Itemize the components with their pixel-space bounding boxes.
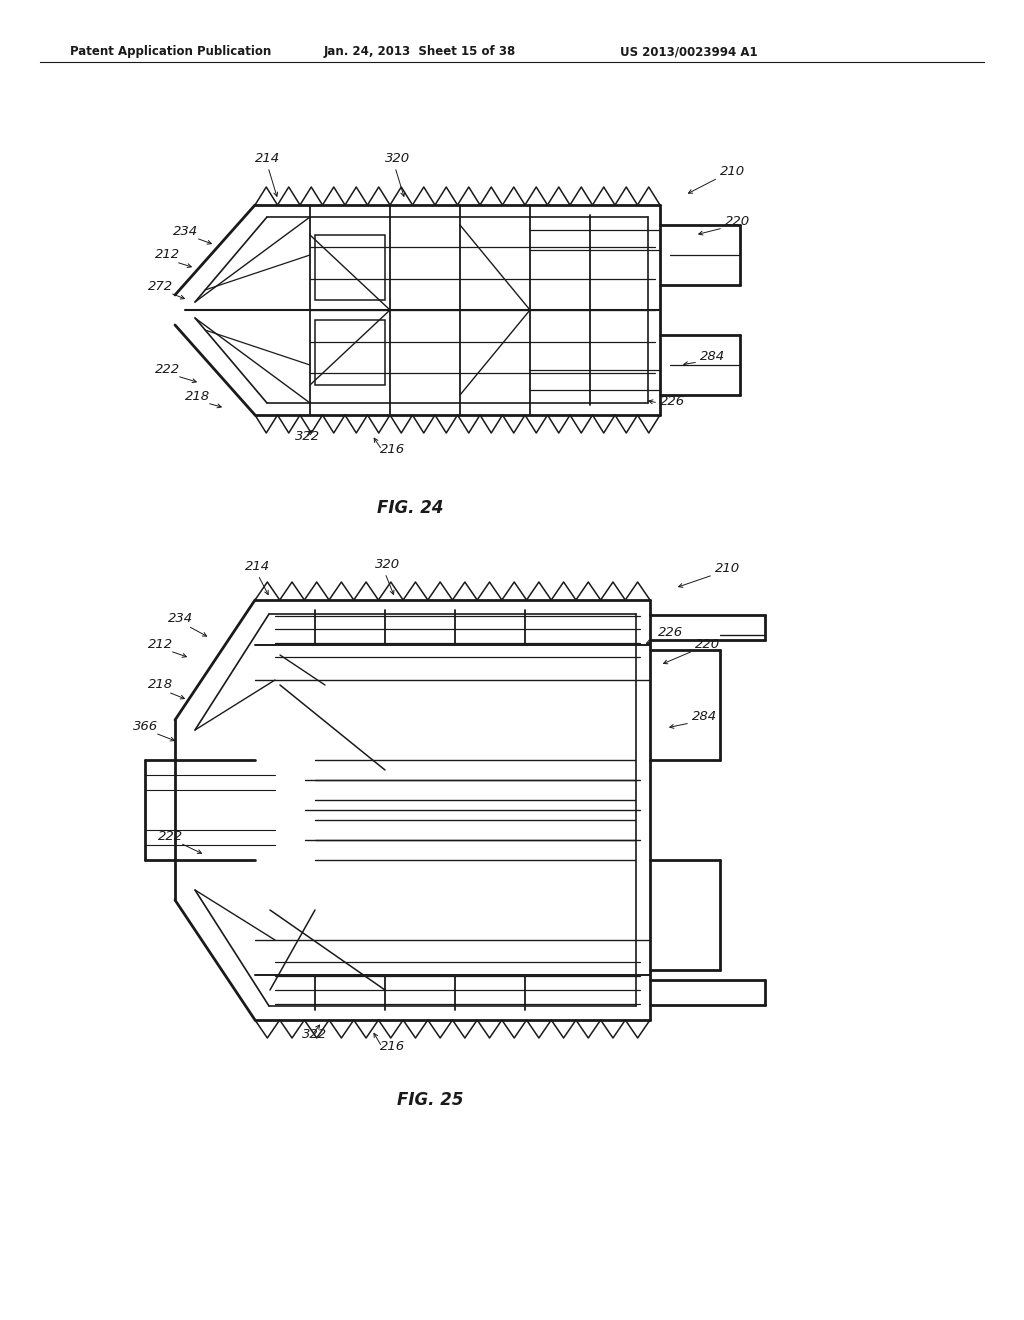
Text: 366: 366 bbox=[133, 719, 158, 733]
Text: FIG. 25: FIG. 25 bbox=[396, 1092, 463, 1109]
Text: 226: 226 bbox=[660, 395, 685, 408]
Text: 320: 320 bbox=[375, 558, 400, 572]
Text: 222: 222 bbox=[158, 830, 183, 843]
Text: 234: 234 bbox=[168, 612, 194, 624]
Text: Jan. 24, 2013  Sheet 15 of 38: Jan. 24, 2013 Sheet 15 of 38 bbox=[324, 45, 516, 58]
Text: 322: 322 bbox=[302, 1028, 327, 1041]
Text: FIG. 24: FIG. 24 bbox=[377, 499, 443, 517]
Text: 284: 284 bbox=[692, 710, 717, 723]
Text: 220: 220 bbox=[695, 638, 720, 651]
Bar bbox=[315, 319, 385, 385]
Text: 226: 226 bbox=[658, 626, 683, 639]
Text: 234: 234 bbox=[173, 224, 198, 238]
Text: 216: 216 bbox=[380, 1040, 406, 1053]
Text: 222: 222 bbox=[155, 363, 180, 376]
Text: 320: 320 bbox=[385, 152, 411, 165]
Text: 210: 210 bbox=[715, 562, 740, 576]
Text: 212: 212 bbox=[155, 248, 180, 261]
Text: 218: 218 bbox=[148, 678, 173, 690]
Text: 210: 210 bbox=[720, 165, 745, 178]
Text: 216: 216 bbox=[380, 444, 406, 455]
Text: 322: 322 bbox=[295, 430, 321, 444]
Text: 284: 284 bbox=[700, 350, 725, 363]
Bar bbox=[315, 235, 385, 300]
Text: 212: 212 bbox=[148, 638, 173, 651]
Text: 214: 214 bbox=[245, 560, 270, 573]
Text: 214: 214 bbox=[255, 152, 281, 165]
Text: 218: 218 bbox=[185, 389, 210, 403]
Text: Patent Application Publication: Patent Application Publication bbox=[70, 45, 271, 58]
Text: US 2013/0023994 A1: US 2013/0023994 A1 bbox=[620, 45, 758, 58]
Text: 272: 272 bbox=[148, 280, 173, 293]
Text: 220: 220 bbox=[725, 215, 751, 228]
